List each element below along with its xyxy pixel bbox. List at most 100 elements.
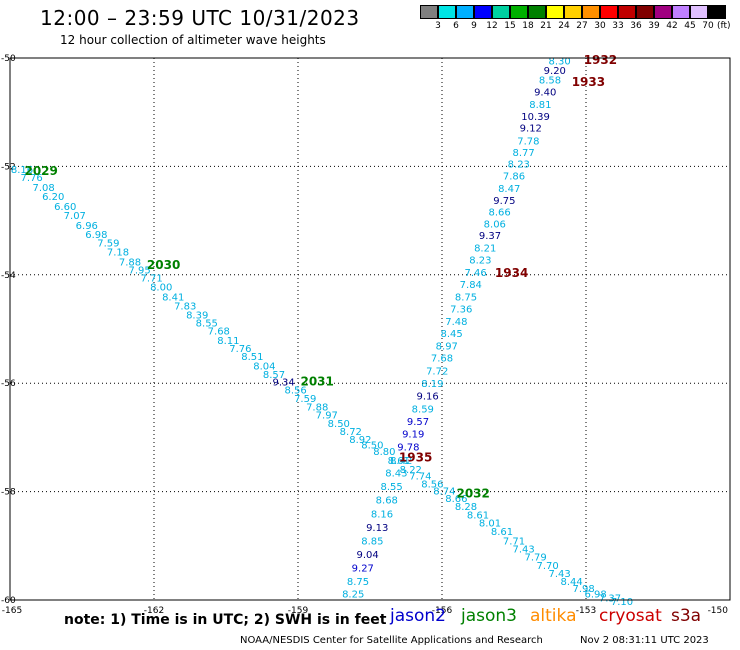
wave-height-value: 8.97 bbox=[436, 341, 458, 352]
wave-height-value: 9.19 bbox=[402, 430, 424, 441]
wave-height-value: 7.86 bbox=[503, 172, 525, 183]
legend-tick-label: 6 bbox=[453, 21, 459, 31]
wave-height-value: 8.25 bbox=[342, 589, 364, 600]
wave-height-value: 6.98 bbox=[584, 589, 606, 600]
legend-swatch bbox=[582, 5, 600, 19]
satellite-label-jason3: jason3 bbox=[461, 606, 517, 626]
legend-swatch bbox=[564, 5, 582, 19]
chart-subtitle: 12 hour collection of altimeter wave hei… bbox=[60, 33, 326, 47]
satellite-label-jason2: jason2 bbox=[390, 606, 446, 626]
wave-height-value: 7.07 bbox=[64, 211, 86, 222]
wave-height-value: 9.27 bbox=[352, 563, 374, 574]
legend-tick-label: 45 bbox=[684, 21, 696, 31]
wave-height-value: 7.76 bbox=[20, 173, 42, 184]
wave-height-value: 8.19 bbox=[421, 379, 443, 390]
wave-height-value: 7.98 bbox=[572, 584, 594, 595]
wave-height-value: 8.39 bbox=[186, 310, 208, 321]
wave-height-value: 8.28 bbox=[455, 502, 477, 513]
wave-height-value: 7.70 bbox=[536, 561, 558, 572]
wave-height-value: 9.12 bbox=[520, 123, 542, 134]
wave-height-value: 6.60 bbox=[54, 202, 76, 213]
wave-height-value: 9.16 bbox=[416, 392, 438, 403]
wave-height-value: 8.04 bbox=[253, 361, 275, 372]
plot-frame bbox=[9, 57, 731, 601]
wave-height-value: 7.36 bbox=[450, 304, 472, 315]
wave-height-value: 8.23 bbox=[508, 160, 530, 171]
wave-height-value: 7.84 bbox=[460, 280, 482, 291]
pass-time-label: 2030 bbox=[147, 258, 180, 272]
legend-swatch bbox=[654, 5, 672, 19]
y-tick-label: -60 bbox=[1, 596, 16, 606]
pass-time-label: 1934 bbox=[495, 266, 528, 280]
wave-height-value: 8.30 bbox=[548, 57, 570, 68]
wave-height-value: 6.98 bbox=[85, 230, 107, 241]
wave-height-value: 8.43 bbox=[385, 469, 407, 480]
wave-height-value: 8.80 bbox=[373, 447, 395, 458]
satellite-label-s3a: s3a bbox=[671, 606, 702, 626]
legend-swatch bbox=[492, 5, 510, 19]
chart-title: 12:00 – 23:59 UTC 10/31/2023 bbox=[40, 6, 360, 30]
wave-height-value: 7.71 bbox=[503, 536, 525, 547]
wave-height-value: 8.50 bbox=[328, 419, 350, 430]
wave-height-value: 8.45 bbox=[440, 329, 462, 340]
wave-height-value: 9.34 bbox=[272, 378, 294, 389]
y-tick-label: -56 bbox=[1, 379, 16, 389]
wave-height-value: 7.08 bbox=[32, 183, 54, 194]
legend-tick-label: 12 bbox=[486, 21, 498, 31]
legend-tick-label: 18 bbox=[522, 21, 534, 31]
wave-height-value: 8.55 bbox=[196, 318, 218, 329]
wave-height-value: 7.88 bbox=[119, 257, 141, 268]
legend-tick-label: 33 bbox=[612, 21, 624, 31]
credit-line: NOAA/NESDIS Center for Satellite Applica… bbox=[240, 635, 543, 646]
wave-height-value: 8.66 bbox=[445, 494, 467, 505]
wave-height-value: 8.68 bbox=[376, 496, 398, 507]
wave-height-value: 7.43 bbox=[548, 569, 570, 580]
grid-lines bbox=[10, 58, 730, 600]
axis-tick-labels: -165 -162 -159 -156 -153 -150 -50 -52 -54 -56 -58 -… bbox=[1, 54, 728, 616]
color-scale-ticks: 3 6 9 12 15 18 21 24 27 30 33 36 39 42 45 70 bbox=[420, 21, 740, 33]
x-tick-label: -150 bbox=[708, 606, 729, 616]
wave-height-value: 7.79 bbox=[524, 553, 546, 564]
wave-height-value: 8.66 bbox=[488, 207, 510, 218]
legend-swatch bbox=[672, 5, 690, 19]
y-tick-label: -52 bbox=[1, 162, 16, 172]
legend-tick-label: 39 bbox=[648, 21, 660, 31]
wave-height-value: 7.43 bbox=[512, 545, 534, 556]
pass-time-label: 2029 bbox=[24, 164, 57, 178]
wave-height-value: 8.85 bbox=[361, 536, 383, 547]
pass-time-label: 1932 bbox=[584, 53, 617, 67]
wave-height-value: 6.20 bbox=[42, 192, 64, 203]
wave-height-value: 8.56 bbox=[284, 386, 306, 397]
wave-height-value: 8.75 bbox=[455, 292, 477, 303]
legend-swatch bbox=[456, 5, 474, 19]
wave-height-value: 7.76 bbox=[229, 344, 251, 355]
x-tick-label: -153 bbox=[576, 606, 596, 616]
wave-height-value: 7.46 bbox=[464, 268, 486, 279]
wave-height-value: 8.11 bbox=[217, 336, 239, 347]
wave-height-value: 7.83 bbox=[174, 302, 196, 313]
wave-height-value: 8.50 bbox=[361, 440, 383, 451]
footer-note: note: 1) Time is in UTC; 2) SWH is in fe… bbox=[64, 612, 387, 628]
wave-height-value: 9.04 bbox=[356, 550, 378, 561]
wave-height-value: 8.58 bbox=[539, 76, 561, 87]
legend-swatch bbox=[528, 5, 546, 19]
wave-height-value: 8.61 bbox=[491, 527, 513, 538]
wave-height-value: 8.01 bbox=[479, 518, 501, 529]
wave-height-value: 8.57 bbox=[263, 370, 285, 381]
x-tick-label: -162 bbox=[144, 606, 164, 616]
wave-height-value: 7.74 bbox=[409, 471, 431, 482]
wave-height-value: 7.68 bbox=[431, 354, 453, 365]
wave-height-value: 8.41 bbox=[162, 292, 184, 303]
legend-tick-label: 30 bbox=[594, 21, 606, 31]
wave-height-value: 7.72 bbox=[426, 367, 448, 378]
wave-height-value: 7.18 bbox=[107, 247, 129, 258]
wave-height-value: 8.81 bbox=[529, 100, 551, 111]
wave-height-value: 7.48 bbox=[445, 317, 467, 328]
color-scale-legend bbox=[420, 5, 726, 19]
legend-tick-label: 70 bbox=[702, 21, 714, 31]
y-tick-label: -54 bbox=[1, 271, 16, 281]
wave-height-value: 6.96 bbox=[76, 221, 98, 232]
legend-tick-label: 36 bbox=[630, 21, 642, 31]
wave-height-value: 8.59 bbox=[412, 405, 434, 416]
wave-height-value: 10.39 bbox=[521, 112, 550, 123]
